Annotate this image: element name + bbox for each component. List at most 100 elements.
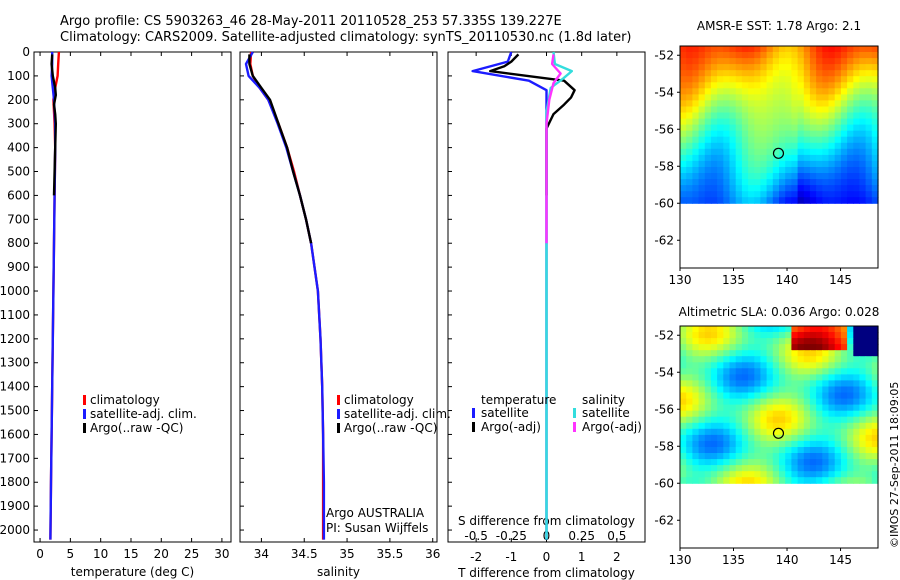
legend-label: satellite [582,406,630,420]
salinity-x-tick-label: 34 [254,547,269,561]
sla_map-cell [816,386,823,394]
sla_map-cell [779,453,786,460]
sst_map-cell [686,112,693,120]
sst_map-cell [741,154,749,162]
sla_map-cell [822,386,830,394]
sst_map-cell [686,173,693,180]
sst_map-cell [779,70,786,77]
sla_map-cell [785,459,792,466]
sla_map-cell [853,386,861,394]
sst_map-cell [779,160,786,168]
sst_map-cell [791,136,799,144]
sla_map-cell [723,368,731,375]
sla_map-cell [809,440,817,448]
sst_map-cell [692,64,700,71]
sla_map-cell [772,332,780,339]
sla_map-cell [803,477,811,484]
sst_map-cell [840,52,848,59]
sla_map-cell [692,350,700,357]
sla_map-cell [748,374,755,381]
sst_map-cell [865,167,873,174]
sla_map-cell [717,453,724,460]
sla_map-cell [698,453,706,460]
sla_map-cell [779,338,786,345]
sla_map-cell [840,416,848,424]
sst_map-cell [785,76,792,83]
sla_map-cell [865,471,873,478]
sst_map-cell [698,185,706,192]
sst_map-cell [723,124,731,132]
sst_map-cell [754,82,762,89]
sla_map-cell [779,386,786,394]
sla_map-cell [785,350,792,357]
sla_map-cell [692,410,700,418]
sla_map-cell [791,338,799,345]
sst_map-cell [785,46,792,53]
sla_map-cell [853,447,861,454]
sst_map-cell [729,112,737,120]
sst_map-cell [834,70,842,77]
sla_map-cell [680,356,687,363]
sst_map-cell [853,58,861,65]
sla_map-cell [698,332,706,339]
temperature-x-tick-label: 0 [36,547,44,561]
sla_map-cell [710,434,718,442]
sla_map-cell [803,459,811,466]
sla_map-cell [809,416,817,424]
sst_map-cell [772,179,780,186]
sst_map-cell [754,191,762,198]
sla_map-cell [698,380,706,387]
sla_map-cell [822,344,830,351]
sla_map-cell [704,362,712,369]
sla_map-cell [816,362,823,369]
sla_map-cell [754,386,762,394]
sst_map-cell [853,112,861,120]
sla_map-cell [809,404,817,412]
sla_map-cell [834,356,842,363]
sst_map-cell [828,118,836,126]
sla_map-cell [834,398,842,406]
sla_map-title: Altimetric SLA: 0.036 Argo: 0.028 [679,305,880,319]
sla_map-cell [822,326,830,333]
sst_map-cell [809,76,817,83]
sla_map-cell [785,332,792,339]
sst_map-cell [686,167,693,174]
sla_map-cell [809,380,817,387]
sla_map-cell [710,344,718,351]
sla_map-cell [729,380,737,387]
sla_map-cell [704,344,712,351]
sst_map-cell [779,100,786,107]
sla_map-cell [766,326,774,333]
sst_map-cell [785,118,792,126]
sst_map-cell [834,130,842,138]
sst_map-cell [766,94,774,101]
sla_map-cell [840,356,848,363]
sst_map-cell [760,167,768,174]
sla_map-cell [735,422,743,430]
sla_map-cell [754,410,762,418]
sst_map-cell [772,58,780,65]
sst_map-cell [735,160,743,168]
sla_map-cell [760,428,768,436]
sla_map-cell [760,344,768,351]
sla_map-cell [840,447,848,454]
sst_map-cell [847,142,854,150]
sst_map-cell [840,82,848,89]
sla_map-cell [840,332,848,339]
sla_map-cell [748,434,755,442]
sst_map-cell [760,197,768,204]
sst_map-cell [729,124,737,132]
sla_map-cell [809,453,817,460]
sst_map-cell [865,160,873,168]
salinity-diff-tick-label: -0.5 [464,529,487,543]
sla_map-cell [680,459,687,466]
sst_map-cell [803,82,811,89]
sla_map-cell [680,422,687,430]
sla_map-cell [779,477,786,484]
depth-tick-label: 2000 [0,523,30,537]
sst_map-cell [710,70,718,77]
sst_map-cell [871,197,879,204]
sla_map-cell [840,392,848,400]
depth-tick-label: 500 [7,165,30,179]
sst_map-cell [816,191,823,198]
